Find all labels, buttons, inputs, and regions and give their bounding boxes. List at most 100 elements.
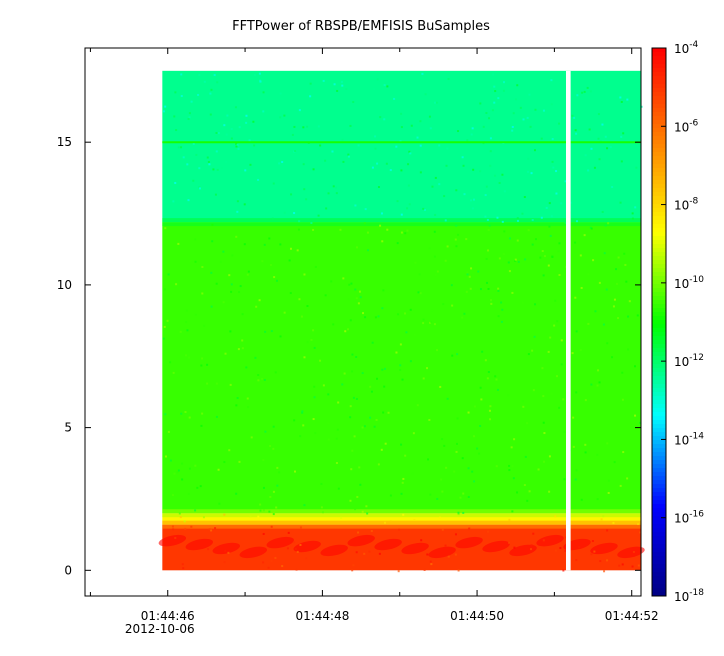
noise-speckle: [187, 118, 190, 121]
noise-speckle: [468, 275, 471, 278]
colorbar-segment: [652, 224, 666, 229]
noise-speckle: [523, 196, 526, 199]
noise-speckle: [162, 337, 165, 340]
noise-speckle: [364, 316, 367, 319]
noise-speckle: [551, 255, 554, 258]
noise-speckle: [303, 188, 306, 191]
noise-speckle: [269, 263, 272, 266]
colorbar-segment: [652, 216, 666, 221]
noise-speckle: [399, 343, 402, 346]
noise-speckle: [201, 357, 204, 360]
noise-speckle: [349, 405, 352, 408]
noise-speckle: [262, 486, 265, 489]
noise-speckle: [572, 416, 575, 419]
noise-speckle: [521, 301, 524, 304]
noise-speckle: [279, 92, 282, 95]
noise-speckle: [320, 506, 323, 509]
noise-speckle: [370, 390, 373, 393]
noise-speckle: [293, 470, 296, 473]
noise-speckle: [438, 144, 441, 147]
colorbar-segment: [652, 304, 666, 309]
noise-speckle: [426, 367, 429, 370]
noise-speckle: [209, 113, 212, 116]
noise-speckle: [374, 135, 377, 138]
noise-speckle: [591, 540, 594, 543]
noise-speckle: [190, 100, 193, 103]
noise-speckle: [482, 125, 485, 128]
noise-speckle: [563, 478, 566, 481]
noise-speckle: [330, 280, 333, 283]
noise-speckle: [213, 74, 216, 77]
noise-speckle: [494, 174, 497, 177]
noise-speckle: [239, 285, 242, 288]
noise-speckle: [279, 116, 282, 119]
noise-speckle: [380, 212, 383, 215]
noise-speckle: [215, 150, 218, 153]
noise-speckle: [188, 356, 191, 359]
noise-speckle: [564, 549, 567, 552]
noise-speckle: [594, 310, 597, 313]
noise-speckle: [443, 195, 446, 198]
noise-speckle: [457, 130, 460, 133]
noise-speckle: [545, 206, 548, 209]
colorbar-segment: [652, 196, 666, 201]
noise-speckle: [529, 125, 532, 128]
noise-speckle: [395, 351, 398, 354]
noise-speckle: [350, 468, 353, 471]
noise-speckle: [430, 563, 433, 566]
colorbar-segment: [652, 384, 666, 389]
noise-speckle: [306, 341, 309, 344]
noise-speckle: [462, 164, 465, 167]
noise-speckle: [301, 411, 304, 414]
noise-speckle: [468, 527, 471, 530]
noise-speckle: [230, 283, 233, 286]
noise-speckle: [406, 207, 409, 210]
noise-speckle: [487, 287, 490, 290]
noise-speckle: [234, 106, 237, 109]
noise-speckle: [303, 356, 306, 359]
noise-speckle: [530, 172, 533, 175]
noise-speckle: [609, 146, 612, 149]
noise-speckle: [376, 78, 379, 81]
colorbar-segment: [652, 320, 666, 325]
noise-speckle: [268, 237, 271, 240]
noise-speckle: [534, 303, 537, 306]
noise-speckle: [503, 190, 506, 193]
colorbar-segment: [652, 496, 666, 501]
noise-speckle: [418, 273, 421, 276]
noise-speckle: [579, 349, 582, 352]
noise-speckle: [511, 465, 514, 468]
noise-speckle: [478, 452, 481, 455]
noise-speckle: [286, 547, 289, 550]
noise-speckle: [366, 512, 369, 515]
y-tick-label: 15: [57, 135, 72, 149]
noise-speckle: [314, 265, 317, 268]
burst-streak: [293, 540, 321, 553]
noise-speckle: [552, 166, 555, 169]
burst-streak: [320, 544, 348, 557]
noise-speckle: [281, 161, 284, 164]
noise-speckle: [287, 531, 290, 534]
noise-speckle: [257, 515, 260, 518]
colorbar-tick-exponent: -18: [689, 588, 704, 598]
noise-speckle: [216, 81, 219, 84]
noise-speckle: [634, 414, 637, 417]
noise-speckle: [462, 492, 465, 495]
colorbar-segment: [652, 392, 666, 397]
colorbar-segment: [652, 260, 666, 265]
noise-speckle: [571, 352, 574, 355]
noise-speckle: [451, 354, 454, 357]
noise-speckle: [306, 125, 309, 128]
noise-speckle: [259, 503, 262, 506]
x-date-label: 2012-10-06: [125, 622, 195, 636]
colorbar-segment: [652, 248, 666, 253]
noise-speckle: [397, 313, 400, 316]
noise-speckle: [179, 330, 182, 333]
colorbar-segment: [652, 232, 666, 237]
burst-streak: [347, 534, 375, 547]
noise-speckle: [484, 359, 487, 362]
colorbar-segment: [652, 452, 666, 457]
noise-speckle: [417, 291, 420, 294]
noise-speckle: [356, 495, 359, 498]
colorbar-segment: [652, 436, 666, 441]
